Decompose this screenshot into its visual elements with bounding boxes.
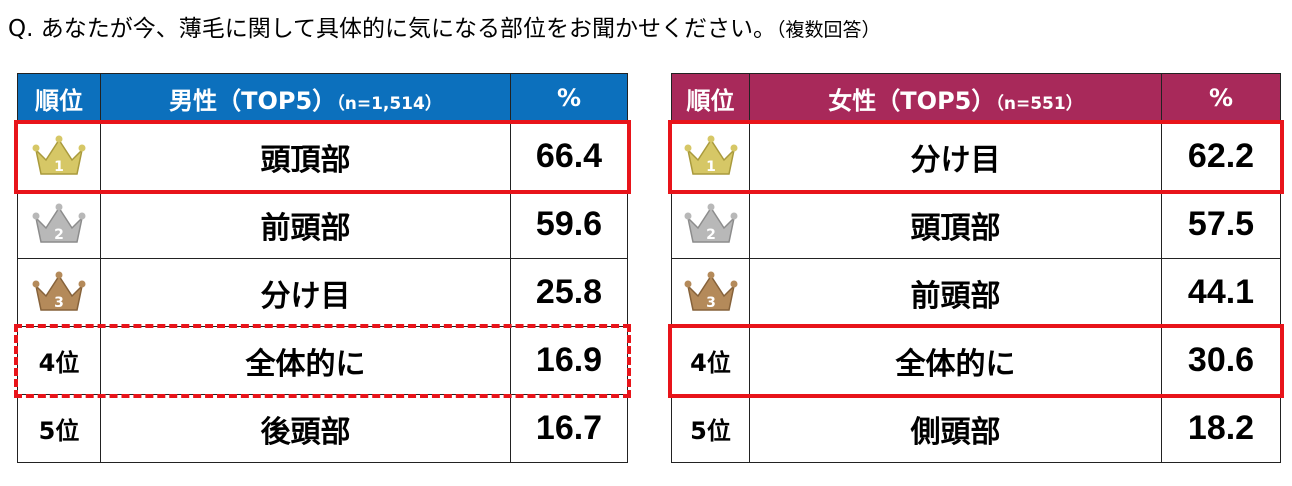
table-row: 1 分け目 62.2 bbox=[671, 122, 1281, 191]
value-cell: 30.6 bbox=[1161, 326, 1281, 395]
item-cell: 全体的に bbox=[749, 326, 1162, 395]
item-cell: 前頭部 bbox=[749, 258, 1162, 327]
rank-cell: 1 bbox=[17, 122, 101, 191]
percent-header: % bbox=[510, 73, 628, 123]
table-row: 4位 全体的に 16.9 bbox=[17, 326, 628, 395]
item-cell: 分け目 bbox=[100, 258, 511, 327]
value-cell: 62.2 bbox=[1161, 122, 1281, 191]
silver-crown-icon: 2 bbox=[684, 203, 737, 243]
item-cell: 頭頂部 bbox=[100, 122, 511, 191]
rank-header: 順位 bbox=[17, 73, 101, 123]
item-cell: 前頭部 bbox=[100, 190, 511, 259]
group-header: 女性（TOP5）（n=551） bbox=[749, 73, 1162, 123]
question-main: Q. あなたが今、薄毛に関して具体的に気になる部位をお聞かせください。 bbox=[8, 16, 777, 42]
rank-number: 2 bbox=[54, 227, 64, 243]
rank-cell: 5位 bbox=[17, 394, 101, 463]
value-cell: 16.9 bbox=[510, 326, 628, 395]
rank-cell: 2 bbox=[17, 190, 101, 259]
sample-size-label: （n=1,514） bbox=[336, 93, 442, 114]
table-row: 5位 側頭部 18.2 bbox=[671, 394, 1281, 463]
table-row: 3 前頭部 44.1 bbox=[671, 258, 1281, 327]
question-text: Q. あなたが今、薄毛に関して具体的に気になる部位をお聞かせください。（複数回答… bbox=[8, 14, 881, 45]
male-header-row: 順位 男性（TOP5）（n=1,514） % bbox=[17, 73, 628, 123]
value-cell: 59.6 bbox=[510, 190, 628, 259]
value-cell: 57.5 bbox=[1161, 190, 1281, 259]
value-cell: 66.4 bbox=[510, 122, 628, 191]
gold-crown-icon: 1 bbox=[684, 135, 737, 175]
value-cell: 44.1 bbox=[1161, 258, 1281, 327]
table-row: 5位 後頭部 16.7 bbox=[17, 394, 628, 463]
rank-cell: 4位 bbox=[671, 326, 750, 395]
item-cell: 後頭部 bbox=[100, 394, 511, 463]
table-row: 1 頭頂部 66.4 bbox=[17, 122, 628, 191]
rank-header: 順位 bbox=[671, 73, 750, 123]
rank-number: 3 bbox=[706, 295, 716, 311]
table-row: 2 頭頂部 57.5 bbox=[671, 190, 1281, 259]
male-ranking-table: 順位 男性（TOP5）（n=1,514） % 1 頭頂部 66.4 2 前頭部 … bbox=[17, 73, 628, 463]
item-cell: 分け目 bbox=[749, 122, 1162, 191]
question-note: （複数回答） bbox=[776, 19, 881, 41]
percent-header: % bbox=[1161, 73, 1281, 123]
table-row: 3 分け目 25.8 bbox=[17, 258, 628, 327]
group-header: 男性（TOP5）（n=1,514） bbox=[100, 73, 511, 123]
rank-cell: 4位 bbox=[17, 326, 101, 395]
value-cell: 25.8 bbox=[510, 258, 628, 327]
item-cell: 頭頂部 bbox=[749, 190, 1162, 259]
gold-crown-icon: 1 bbox=[32, 135, 86, 175]
table-row: 4位 全体的に 30.6 bbox=[671, 326, 1281, 395]
rank-cell: 3 bbox=[671, 258, 750, 327]
silver-crown-icon: 2 bbox=[32, 203, 86, 243]
rank-cell: 2 bbox=[671, 190, 750, 259]
rank-cell: 5位 bbox=[671, 394, 750, 463]
table-row: 2 前頭部 59.6 bbox=[17, 190, 628, 259]
item-cell: 側頭部 bbox=[749, 394, 1162, 463]
rank-number: 1 bbox=[706, 159, 716, 175]
rank-number: 1 bbox=[54, 159, 64, 175]
female-ranking-table: 順位 女性（TOP5）（n=551） % 1 分け目 62.2 2 頭頂部 57… bbox=[671, 73, 1281, 463]
rank-cell: 1 bbox=[671, 122, 750, 191]
value-cell: 18.2 bbox=[1161, 394, 1281, 463]
rank-cell: 3 bbox=[17, 258, 101, 327]
group-label: 女性（TOP5） bbox=[828, 86, 996, 115]
rank-number: 2 bbox=[706, 227, 716, 243]
bronze-crown-icon: 3 bbox=[684, 271, 737, 311]
item-cell: 全体的に bbox=[100, 326, 511, 395]
bronze-crown-icon: 3 bbox=[32, 271, 86, 311]
female-header-row: 順位 女性（TOP5）（n=551） % bbox=[671, 73, 1281, 123]
group-label: 男性（TOP5） bbox=[169, 86, 337, 115]
sample-size-label: （n=551） bbox=[995, 93, 1083, 114]
rank-number: 3 bbox=[54, 295, 64, 311]
value-cell: 16.7 bbox=[510, 394, 628, 463]
